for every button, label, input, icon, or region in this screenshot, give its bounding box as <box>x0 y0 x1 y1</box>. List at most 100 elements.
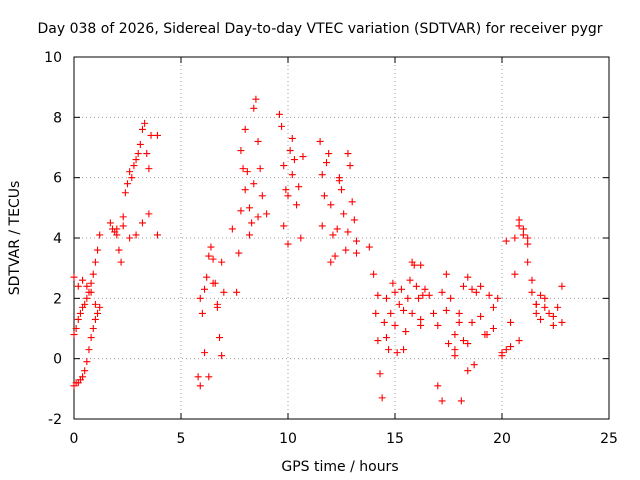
y-tick-label: 4 <box>53 231 62 247</box>
data-point <box>145 165 153 173</box>
data-point <box>511 270 519 278</box>
data-point <box>365 243 373 251</box>
data-point <box>470 361 478 369</box>
y-tick-label: 6 <box>53 171 62 187</box>
data-point <box>395 300 403 308</box>
data-point <box>81 367 89 375</box>
data-point <box>250 180 258 188</box>
data-point <box>477 282 485 290</box>
data-point <box>323 159 331 167</box>
data-point <box>284 192 292 200</box>
x-axis-label: GPS time / hours <box>281 459 398 475</box>
x-tick-label: 5 <box>177 431 186 447</box>
data-point <box>81 300 89 308</box>
data-point <box>558 282 566 290</box>
data-point <box>348 198 356 206</box>
data-point <box>293 201 301 209</box>
data-point <box>537 291 545 299</box>
chart-title: Day 038 of 2026, Sidereal Day-to-day VTE… <box>37 21 602 37</box>
data-point <box>89 325 97 332</box>
y-tick-label: 10 <box>44 50 62 66</box>
data-point <box>96 303 104 311</box>
data-point <box>87 288 95 296</box>
data-point <box>228 225 236 233</box>
data-point <box>213 300 221 308</box>
data-point <box>218 258 226 266</box>
data-point <box>528 276 536 284</box>
data-point <box>126 168 134 176</box>
data-point <box>335 177 343 185</box>
data-point <box>153 231 161 239</box>
data-point <box>138 125 146 133</box>
data-point <box>299 153 307 161</box>
data-point <box>406 276 414 284</box>
data-point <box>207 243 215 251</box>
data-point <box>327 201 335 209</box>
x-tick-label: 25 <box>600 431 618 447</box>
data-point <box>419 291 427 299</box>
data-point <box>438 288 446 296</box>
data-point <box>385 346 393 354</box>
data-point <box>342 246 350 254</box>
y-tick-label: -2 <box>48 412 62 428</box>
data-point <box>442 306 450 314</box>
data-point <box>468 285 476 293</box>
data-point <box>134 150 142 158</box>
data-points <box>70 95 566 405</box>
data-point <box>382 294 390 302</box>
data-point <box>318 171 326 179</box>
data-point <box>241 125 249 133</box>
data-point <box>83 282 91 290</box>
data-point <box>344 150 352 158</box>
x-tick-label: 20 <box>493 431 511 447</box>
data-point <box>136 140 144 148</box>
data-point <box>320 192 328 200</box>
data-point <box>425 291 433 299</box>
data-point <box>278 122 286 130</box>
grid-lines <box>74 57 609 419</box>
data-point <box>515 216 523 224</box>
data-point <box>290 156 298 164</box>
data-point <box>545 309 553 317</box>
data-point <box>389 279 397 287</box>
data-point <box>288 171 296 179</box>
data-point <box>528 288 536 296</box>
data-point <box>113 231 121 239</box>
data-point <box>537 315 545 323</box>
data-point <box>417 321 425 329</box>
data-point <box>237 207 245 215</box>
data-point <box>250 104 258 112</box>
data-point <box>79 276 87 284</box>
data-point <box>524 240 532 248</box>
data-point <box>91 258 99 266</box>
data-point <box>205 252 213 260</box>
data-point <box>201 285 209 293</box>
data-point <box>434 321 442 329</box>
data-point <box>91 315 99 323</box>
data-point <box>477 312 485 320</box>
data-point <box>558 318 566 326</box>
data-point <box>254 137 262 145</box>
data-point <box>455 309 463 317</box>
data-point <box>119 222 127 230</box>
data-point <box>472 288 480 296</box>
data-point <box>374 337 382 345</box>
data-point <box>333 225 341 233</box>
data-point <box>541 294 549 302</box>
y-tick-label: 2 <box>53 291 62 307</box>
data-point <box>541 303 549 311</box>
data-point <box>485 291 493 299</box>
data-point <box>256 165 264 173</box>
data-point <box>380 318 388 326</box>
data-point <box>132 231 140 239</box>
data-point <box>412 282 420 290</box>
data-point <box>248 219 256 227</box>
data-point <box>554 303 562 311</box>
data-point <box>85 346 93 354</box>
data-point <box>464 273 472 281</box>
data-point <box>245 204 253 212</box>
data-point <box>507 318 515 326</box>
data-point <box>280 222 288 230</box>
data-point <box>549 312 557 320</box>
